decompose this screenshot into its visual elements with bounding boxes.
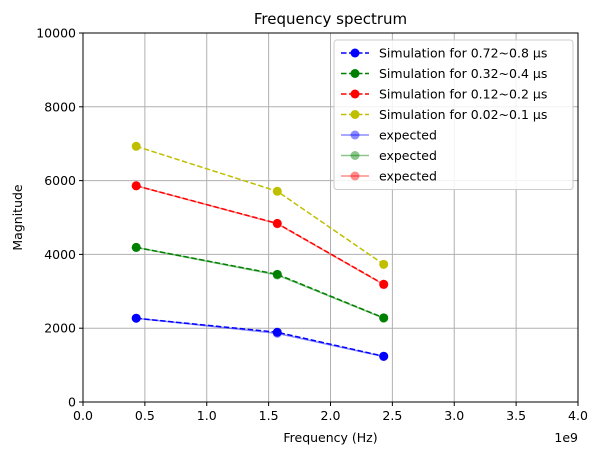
simulation-data-point	[379, 279, 389, 289]
y-tick-label: 6000	[44, 173, 76, 188]
legend: Simulation for 0.72~0.8 μs Simulation for…	[333, 39, 574, 190]
simulation-data-point	[272, 327, 282, 337]
series-lines	[131, 141, 389, 362]
simulation-data-point	[131, 181, 141, 191]
legend-marker-swatch	[350, 171, 360, 181]
legend-marker-swatch	[350, 110, 360, 119]
legend-marker-swatch	[350, 151, 360, 160]
y-tick-label: 4000	[44, 247, 76, 262]
y-axis-label: Magnitude	[10, 184, 25, 251]
simulation-series-line	[136, 317, 384, 357]
legend-marker-swatch	[350, 130, 360, 140]
x-tick-label: 1.5	[259, 408, 279, 423]
legend-entry-label: Simulation for 0.02~0.1 μs	[379, 107, 547, 122]
simulation-data-point	[379, 313, 389, 323]
x-tick-label: 3.5	[506, 408, 526, 423]
simulation-series-line	[136, 185, 385, 285]
legend-entry-label: expected	[379, 128, 437, 143]
legend-entry-label: expected	[379, 148, 437, 163]
chart-title: Frequency spectrum	[254, 10, 407, 28]
x-axis-label: Frequency (Hz)	[283, 430, 377, 445]
y-tick-label: 2000	[44, 321, 76, 336]
legend-entry-label: Simulation for 0.32~0.4 μs	[379, 66, 547, 81]
legend-box	[333, 39, 574, 190]
legend-marker-swatch	[350, 69, 360, 78]
axis-ticks: 0.0 0.5 1.0 1.5 2.0 2.5 3.0 3.5 4.0 0 2000 4000 6000…	[36, 26, 588, 424]
expected-series-line	[136, 246, 384, 319]
x-tick-label: 2.5	[382, 408, 402, 423]
x-tick-label: 4.0	[568, 408, 588, 423]
legend-marker-swatch	[350, 48, 360, 58]
x-tick-label: 0.5	[135, 408, 155, 423]
simulation-data-point	[272, 218, 282, 228]
simulation-data-point	[272, 186, 282, 196]
simulation-data-point	[379, 259, 389, 269]
x-axis-offset-label: 1e9	[554, 430, 578, 445]
simulation-data-point	[131, 242, 141, 252]
expected-series-line	[136, 185, 385, 286]
x-tick-label: 0.0	[73, 408, 93, 423]
simulation-data-point	[272, 269, 282, 279]
expected-series-line	[136, 317, 384, 358]
legend-entry-label: expected	[379, 169, 437, 184]
legend-entry-label: Simulation for 0.12~0.2 μs	[379, 87, 547, 102]
simulation-data-point	[131, 313, 141, 323]
simulation-data-point	[131, 141, 141, 151]
x-tick-label: 3.0	[444, 408, 464, 423]
y-tick-label: 10000	[36, 26, 76, 41]
y-tick-label: 8000	[44, 99, 76, 114]
y-tick-label: 0	[68, 395, 76, 410]
simulation-data-point	[379, 351, 389, 361]
simulation-series-line	[136, 246, 384, 319]
x-tick-label: 1.0	[197, 408, 217, 423]
x-tick-label: 2.0	[321, 408, 341, 423]
legend-marker-swatch	[350, 89, 360, 99]
legend-entry-label: Simulation for 0.72~0.8 μs	[379, 46, 547, 61]
